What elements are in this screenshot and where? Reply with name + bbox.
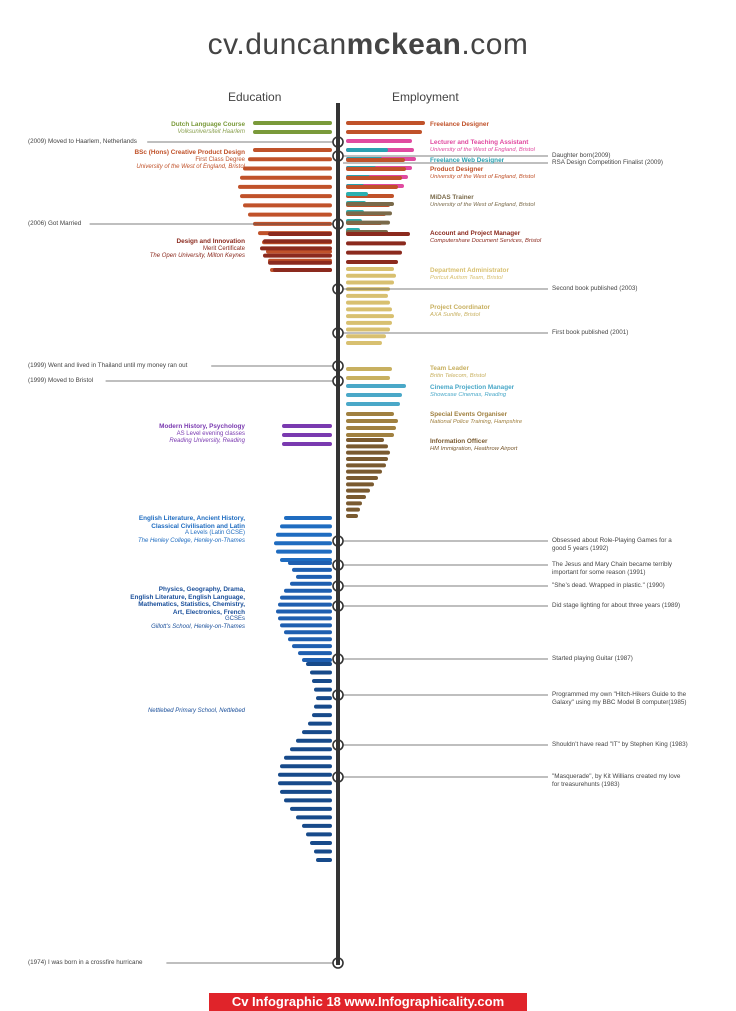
education-label: Gillott's School, Henley-on-Thames (151, 623, 245, 630)
education-header: Education (228, 90, 282, 104)
employment-label: Special Events Organiser (430, 411, 508, 418)
education-label: Mathematics, Statistics, Chemistry, (138, 601, 245, 608)
page-title: cv.duncanmckean.com (0, 28, 736, 62)
life-event-right: Started playing Guitar (1987) (552, 655, 633, 662)
title-part-1: cv.duncan (207, 28, 347, 61)
life-event-right: "She’s dead. Wrapped in plastic." (1990) (552, 582, 665, 589)
employment-label: Britin Telecom, Bristol (430, 372, 486, 379)
employment-label: Product Designer (430, 166, 484, 173)
life-event-right: Did stage lighting for about three years… (552, 602, 681, 609)
employment-label: MiDAS Trainer (430, 194, 474, 201)
education-label: Classical Civilisation and Latin (151, 522, 245, 530)
education-label: Art, Electronics, French (172, 608, 245, 616)
employment-label: Computershare Document Services, Bristol (430, 237, 542, 244)
life-event-right: First book published (2001) (552, 329, 629, 336)
life-event-right: for treasurehunts (1983) (552, 780, 620, 788)
education-label: GCSEs (224, 616, 245, 622)
employment-label: University of the West of England, Brist… (430, 173, 535, 180)
education-label: Volksuniversiteit Haarlem (177, 128, 245, 135)
life-event-right: Obsessed about Role-Playing Games for a (552, 537, 672, 544)
life-event-left: (1999) Moved to Bristol (28, 377, 94, 384)
education-label: Design and Innovation (176, 238, 245, 245)
employment-label: AXA Sunlife, Bristol (430, 311, 481, 318)
life-event-right: "Masquerade", by Kit Willians created my… (552, 773, 681, 780)
life-event-right: Programmed my own "Hitch-Hikers Guide to… (552, 691, 687, 698)
education-label: The Open University, Milton Keynes (149, 253, 245, 259)
education-label: First Class Degree (195, 156, 245, 163)
education-label: A Levels (Latin GCSE) (184, 530, 245, 536)
employment-label: Department Administrator (430, 267, 509, 274)
employment-label: Portcut Autism Team, Bristol (430, 274, 503, 281)
education-label: Modern History, Psychology (159, 423, 245, 430)
employment-label: University of the West of England, Brist… (430, 201, 535, 208)
life-event-left: (2006) Got Married (28, 220, 82, 227)
life-event-left: (1974) I was born in a crossfire hurrica… (28, 959, 143, 966)
employment-label: Team Leader (430, 365, 469, 372)
life-event-right: good 5 years (1992) (552, 544, 609, 552)
employment-label: Project Coordinator (430, 304, 491, 311)
life-event-right: Daughter born(2009) (552, 152, 611, 159)
employment-label: National Police Training, Hampshire (430, 418, 523, 425)
employment-label: Freelance Designer (430, 121, 489, 128)
employment-label: University of the West of England, Brist… (430, 146, 535, 153)
employment-label: Information Officer (430, 438, 488, 445)
life-event-left: (2009) Moved to Haarlem, Netherlands (28, 138, 137, 145)
education-label: English Literature, English Language, (130, 593, 245, 601)
education-label: Reading University, Reading (169, 438, 245, 444)
education-label: Dutch Language Course (171, 121, 245, 128)
life-event-right: important for some reason (1991) (552, 568, 646, 576)
education-label: Merit Certificate (202, 245, 245, 252)
education-label: University of the West of England, Brist… (136, 164, 245, 170)
employment-label: Account and Project Manager (430, 230, 521, 237)
life-event-right: Shouldn’t have read "IT" by Stephen King… (552, 741, 688, 748)
title-part-3: .com (461, 28, 529, 61)
title-part-2: mckean (346, 28, 462, 61)
employment-label: HM Immigration, Heathrow Airport (430, 445, 518, 452)
life-event-right: The Jesus and Mary Chain became terribly (552, 561, 673, 568)
life-event-right: Galaxy" using my BBC Model B computer(19… (552, 698, 687, 706)
employment-label: Cinema Projection Manager (430, 384, 515, 391)
employment-label: Freelance Web Designer (430, 157, 505, 164)
education-label: English Literature, Ancient History, (138, 515, 245, 522)
life-event-right: RSA Design Competition Finalist (2009) (552, 159, 663, 166)
timeline-axis (336, 103, 340, 965)
education-label: AS Level evening classes (176, 430, 245, 437)
employment-label: Showcase Cinemas, Reading (430, 391, 507, 398)
employment-header: Employment (392, 90, 459, 104)
education-label: BSc (Hons) Creative Product Design (134, 149, 245, 156)
education-label: Physics, Geography, Drama, (158, 586, 245, 593)
employment-label: Lecturer and Teaching Assistant (430, 139, 529, 146)
life-event-right: Second book published (2003) (552, 285, 638, 292)
life-event-left: (1999) Went and lived in Thailand until … (28, 362, 188, 369)
education-label: Nettlebed Primary School, Nettlebed (147, 708, 245, 714)
footer-banner[interactable]: Cv Infographic 18 www.Infographicality.c… (209, 993, 527, 1011)
education-label: The Henley College, Henley-on-Thames (137, 537, 245, 544)
